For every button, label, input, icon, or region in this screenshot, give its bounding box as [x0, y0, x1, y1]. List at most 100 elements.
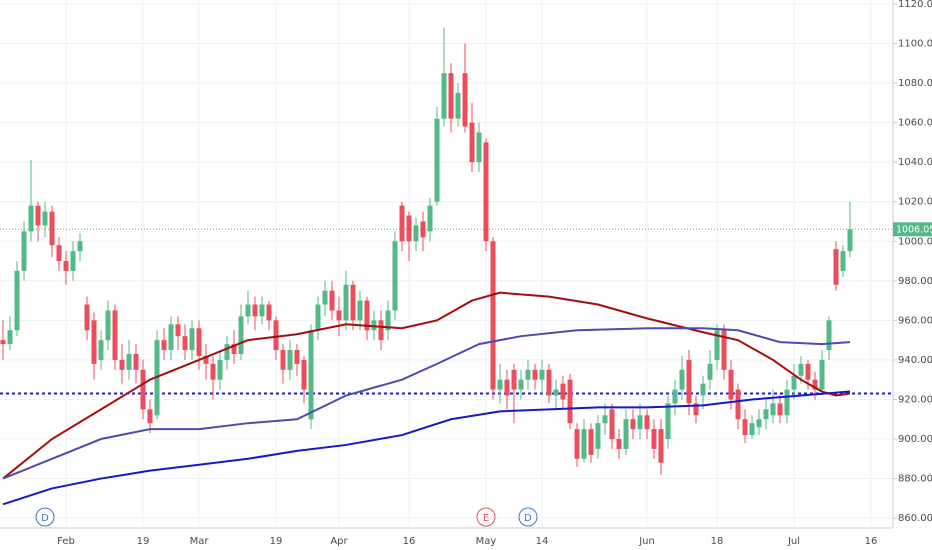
candle-body: [140, 369, 146, 410]
candle-body: [602, 415, 608, 424]
x-tick-label: 19: [137, 536, 150, 547]
candle-body: [308, 330, 314, 420]
x-tick-label: Jul: [787, 536, 800, 547]
candle-body: [623, 419, 629, 449]
candle-body: [532, 369, 538, 380]
candle-body: [350, 284, 356, 321]
candle-body: [189, 328, 195, 351]
candle-body: [798, 363, 804, 376]
candle-body: [686, 359, 692, 404]
candle-body: [112, 310, 118, 360]
candle-body: [378, 320, 384, 341]
candle-body: [392, 241, 398, 311]
event-label: E: [483, 513, 489, 524]
candle-body: [588, 429, 594, 455]
candle-body: [483, 142, 489, 242]
candle-body: [616, 439, 622, 449]
candle-body: [630, 419, 636, 430]
candle-body: [539, 369, 545, 380]
y-tick-label: 1000.00: [898, 236, 932, 247]
x-tick-label: Mar: [190, 536, 210, 547]
candle-body: [77, 241, 83, 252]
candle-body: [518, 379, 524, 390]
candle-body: [14, 270, 20, 331]
candle-body: [203, 355, 209, 364]
candle-body: [196, 328, 202, 356]
candle-body: [826, 320, 832, 351]
candle-body: [441, 73, 447, 119]
candle-body: [469, 122, 475, 163]
x-tick-label: Feb: [57, 536, 75, 547]
candle-body: [735, 389, 741, 420]
candle-body: [70, 251, 76, 271]
candle-body: [21, 231, 27, 271]
candle-body: [63, 261, 69, 271]
candle-body: [105, 310, 111, 341]
y-tick-label: 1020.00: [898, 197, 932, 208]
candle-body: [175, 324, 181, 337]
candle-body: [434, 118, 440, 202]
candle-body: [763, 409, 769, 420]
candle-body: [665, 403, 671, 440]
candle-body: [574, 429, 580, 459]
event-marker: [35, 507, 55, 527]
event-marker: [476, 507, 496, 527]
x-tick-label: 18: [711, 536, 724, 547]
x-tick-label: 16: [865, 536, 878, 547]
moving-average-line: [2, 327, 851, 480]
y-tick-label: 900.00: [898, 434, 932, 445]
y-tick-label: 860.00: [898, 513, 932, 524]
candle-body: [560, 383, 566, 400]
candle-body: [756, 419, 762, 428]
candle-body: [0, 340, 6, 345]
candle-body: [833, 249, 839, 285]
candle-body: [126, 353, 132, 370]
candle-body: [742, 419, 748, 436]
candle-body: [497, 379, 503, 390]
candle-body: [679, 369, 685, 390]
y-tick-label: 1040.00: [898, 157, 932, 168]
candle-body: [406, 215, 412, 242]
candle-body: [658, 429, 664, 463]
candle-body: [644, 415, 650, 430]
candle-body: [700, 383, 706, 396]
event-marker: [518, 507, 538, 527]
y-tick-label: 880.00: [898, 474, 932, 485]
x-tick-label: 14: [536, 536, 549, 547]
grid: [0, 0, 893, 528]
candle-body: [357, 300, 363, 321]
candle-body: [210, 363, 216, 380]
candle-body: [567, 379, 573, 424]
candle-body: [707, 363, 713, 380]
candle-body: [770, 403, 776, 416]
x-tick-label: Apr: [330, 536, 348, 547]
candle-body: [266, 304, 272, 321]
candle-body: [287, 350, 293, 370]
candle-body: [245, 304, 251, 317]
candle-body: [637, 415, 643, 430]
candle-body: [224, 344, 230, 360]
last-price-label: 1006.05: [896, 224, 932, 235]
candle-body: [273, 320, 279, 351]
candle-body: [721, 330, 727, 370]
candle-body: [714, 330, 720, 360]
candle-body: [336, 310, 342, 321]
candle-body: [672, 389, 678, 404]
candle-body: [119, 359, 125, 370]
x-tick-label: Jun: [638, 536, 655, 547]
last-price-tag: [893, 222, 932, 237]
candle-body: [231, 344, 237, 354]
candle-body: [728, 369, 734, 400]
candle-body: [168, 324, 174, 351]
candle-body: [805, 363, 811, 380]
candle-body: [693, 403, 699, 416]
candle-body: [259, 304, 265, 317]
candle-body: [294, 350, 300, 364]
candle-body: [476, 132, 482, 163]
y-tick-label: 920.00: [898, 394, 932, 405]
candle-body: [448, 73, 454, 119]
candle-body: [812, 379, 818, 390]
moving-average-line: [2, 390, 851, 506]
candle-body: [455, 92, 461, 119]
